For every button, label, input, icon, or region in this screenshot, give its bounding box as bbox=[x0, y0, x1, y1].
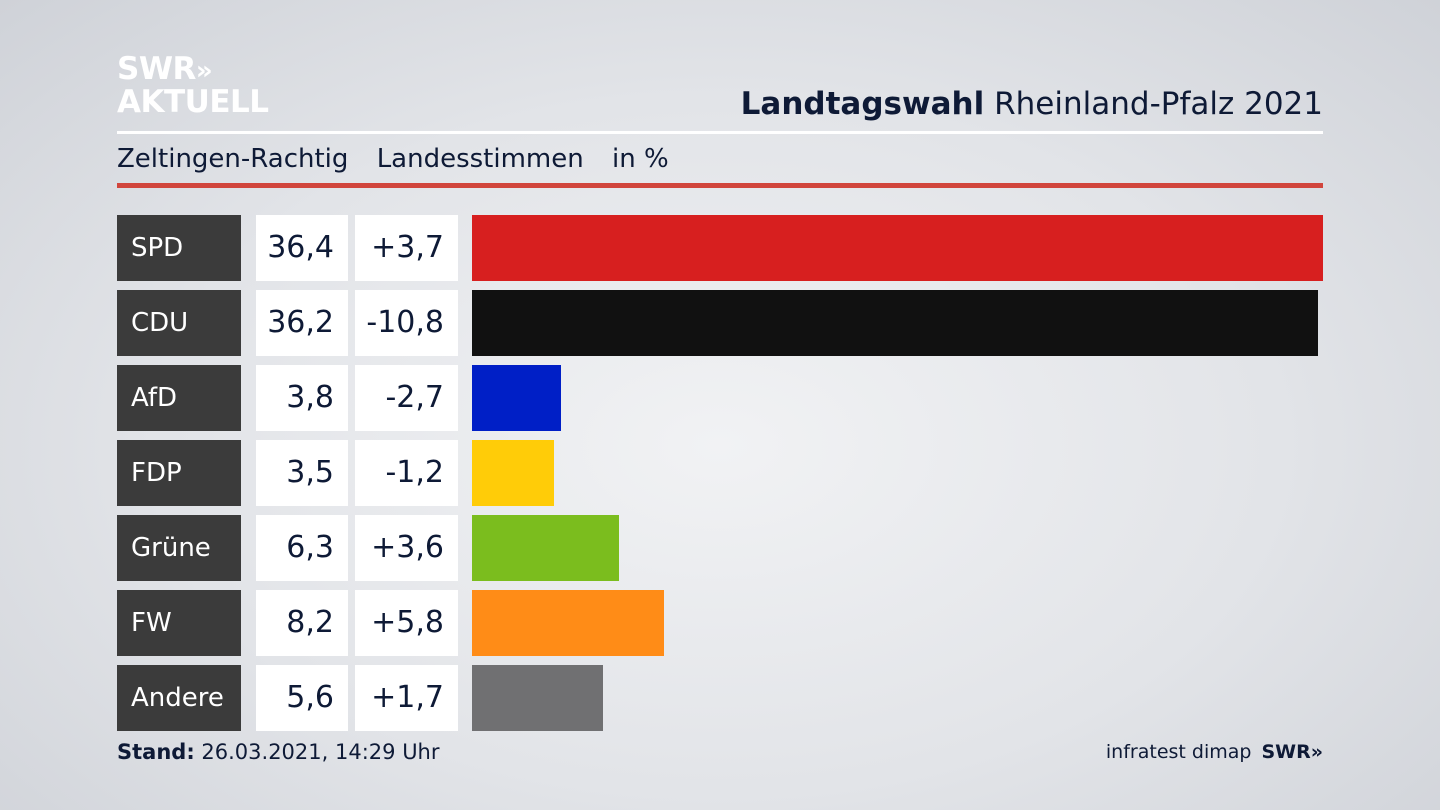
vote-share-value: 8,2 bbox=[256, 590, 348, 656]
stand-value: 26.03.2021, 14:29 Uhr bbox=[201, 740, 440, 764]
bar-fdp bbox=[472, 440, 554, 506]
vote-share-value: 3,5 bbox=[256, 440, 348, 506]
change-value: -10,8 bbox=[355, 290, 458, 356]
party-label: AfD bbox=[117, 365, 241, 431]
title-bold: Landtagswahl bbox=[740, 86, 985, 122]
table-row: SPD 36,4 +3,7 bbox=[117, 215, 1323, 281]
vote-share-value: 3,8 bbox=[256, 365, 348, 431]
chart-subtitle: Zeltingen-Rachtig Landesstimmen in % bbox=[117, 144, 689, 174]
source-name: infratest dimap bbox=[1105, 741, 1252, 763]
party-label: Grüne bbox=[117, 515, 241, 581]
party-label: CDU bbox=[117, 290, 241, 356]
logo-swr: SWR bbox=[117, 51, 196, 87]
table-row: AfD 3,8 -2,7 bbox=[117, 365, 1323, 431]
bar-andere bbox=[472, 665, 603, 731]
change-value: +5,8 bbox=[355, 590, 458, 656]
title-rest: Rheinland-Pfalz 2021 bbox=[994, 86, 1323, 122]
table-row: Andere 5,6 +1,7 bbox=[117, 665, 1323, 731]
stand-label: Stand: bbox=[117, 740, 195, 764]
logo-aktuell: AKTUELL bbox=[117, 84, 269, 120]
subtitle-divider bbox=[117, 183, 1323, 188]
party-label: Andere bbox=[117, 665, 241, 731]
vote-share-value: 36,2 bbox=[256, 290, 348, 356]
change-value: +3,6 bbox=[355, 515, 458, 581]
bar-gr-ne bbox=[472, 515, 619, 581]
subtitle-unit: in % bbox=[612, 144, 669, 174]
bar-fw bbox=[472, 590, 664, 656]
vote-share-value: 36,4 bbox=[256, 215, 348, 281]
source-credit: infratest dimap SWR» bbox=[1106, 741, 1323, 763]
party-label: FW bbox=[117, 590, 241, 656]
change-value: +1,7 bbox=[355, 665, 458, 731]
timestamp: Stand: 26.03.2021, 14:29 Uhr bbox=[117, 740, 440, 764]
bar-afd bbox=[472, 365, 561, 431]
swr-aktuell-logo: SWR» AKTUELL bbox=[117, 54, 269, 118]
bar-spd bbox=[472, 215, 1323, 281]
bar-cdu bbox=[472, 290, 1318, 356]
table-row: FDP 3,5 -1,2 bbox=[117, 440, 1323, 506]
logo-chevron-icon: » bbox=[195, 56, 213, 86]
change-value: -1,2 bbox=[355, 440, 458, 506]
subtitle-place: Zeltingen-Rachtig bbox=[117, 144, 349, 174]
party-label: FDP bbox=[117, 440, 241, 506]
subtitle-type: Landesstimmen bbox=[376, 144, 584, 174]
table-row: CDU 36,2 -10,8 bbox=[117, 290, 1323, 356]
vote-share-value: 5,6 bbox=[256, 665, 348, 731]
table-row: Grüne 6,3 +3,6 bbox=[117, 515, 1323, 581]
page-title: Landtagswahl Rheinland-Pfalz 2021 bbox=[741, 86, 1323, 122]
vote-share-value: 6,3 bbox=[256, 515, 348, 581]
change-value: -2,7 bbox=[355, 365, 458, 431]
header-divider bbox=[117, 131, 1323, 134]
table-row: FW 8,2 +5,8 bbox=[117, 590, 1323, 656]
change-value: +3,7 bbox=[355, 215, 458, 281]
party-label: SPD bbox=[117, 215, 241, 281]
swr-brand: SWR» bbox=[1261, 741, 1323, 763]
